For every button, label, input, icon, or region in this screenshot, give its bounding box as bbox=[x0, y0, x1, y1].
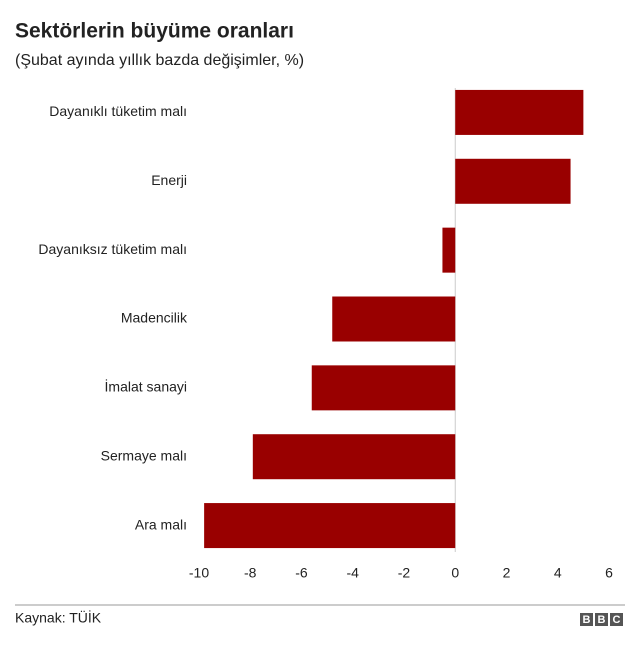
x-tick-label: -8 bbox=[244, 565, 257, 581]
source: Kaynak: TÜİK bbox=[15, 609, 102, 626]
logo-letter: B bbox=[583, 614, 591, 626]
y-tick-label: İmalat sanayi bbox=[105, 378, 187, 395]
logo-letter: B bbox=[598, 614, 606, 626]
x-tick-label: 2 bbox=[503, 565, 511, 581]
logo-box bbox=[610, 613, 623, 626]
logo-box bbox=[595, 613, 608, 626]
y-tick-label: Dayanıklı tüketim malı bbox=[49, 103, 187, 119]
bar bbox=[442, 227, 456, 273]
bar bbox=[252, 434, 456, 480]
y-tick-label: Enerji bbox=[151, 172, 187, 188]
bar bbox=[455, 89, 584, 135]
x-tick-label: 6 bbox=[605, 565, 613, 581]
x-tick-label: 4 bbox=[554, 565, 562, 581]
bar bbox=[204, 503, 456, 549]
y-tick-label: Madencilik bbox=[121, 310, 188, 326]
y-tick-label: Dayanıksız tüketim malı bbox=[38, 241, 187, 257]
x-tick-label: -2 bbox=[398, 565, 411, 581]
x-tick-label: 0 bbox=[451, 565, 459, 581]
x-tick-label: -10 bbox=[189, 565, 209, 581]
chart-subtitle: (Şubat ayında yıllık bazda değişimler, %… bbox=[15, 52, 304, 69]
bar bbox=[332, 296, 456, 342]
chart-title: Sektörlerin büyüme oranları bbox=[15, 20, 294, 43]
x-tick-label: -6 bbox=[295, 565, 308, 581]
y-tick-label: Ara malı bbox=[135, 516, 187, 532]
x-tick-label: -4 bbox=[347, 565, 360, 581]
logo-box bbox=[580, 613, 593, 626]
bar bbox=[311, 365, 456, 411]
logo-letter: C bbox=[613, 614, 621, 626]
bar bbox=[455, 158, 571, 204]
y-tick-label: Sermaye malı bbox=[101, 447, 187, 463]
